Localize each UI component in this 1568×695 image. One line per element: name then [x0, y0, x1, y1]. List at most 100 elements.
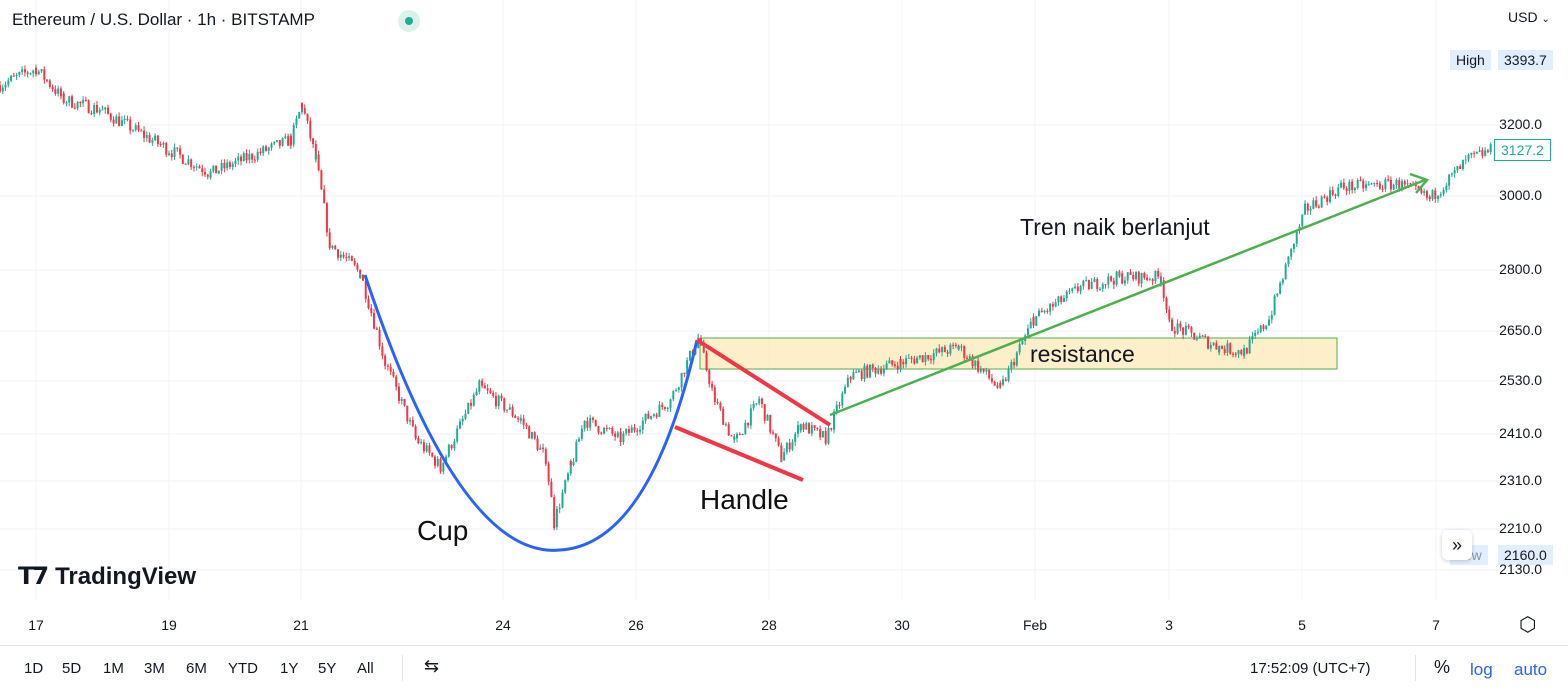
candle-body [583, 420, 586, 424]
candle-body [702, 342, 705, 353]
candle-body [195, 166, 198, 168]
candle-body [1459, 166, 1462, 169]
timeframe-ytd[interactable]: YTD [228, 660, 258, 677]
candle-body [154, 135, 157, 141]
candle-body [528, 426, 531, 439]
currency-selector[interactable]: USD ⌄ [1508, 9, 1550, 25]
candle-body [553, 527, 556, 529]
candle-body [82, 100, 85, 104]
candle-body [924, 355, 927, 362]
candle-body [328, 238, 331, 248]
candle-body [1137, 271, 1140, 284]
candle-body [1301, 214, 1304, 227]
candle-body [1373, 183, 1376, 185]
candle-body [747, 422, 750, 426]
candle-body [988, 369, 991, 379]
symbol-title[interactable]: Ethereum / U.S. Dollar · 1h · BITSTAMP [12, 10, 315, 29]
candle-body [73, 107, 76, 109]
candle-body [248, 153, 251, 161]
cup-label[interactable]: Cup [417, 515, 469, 546]
resistance-label[interactable]: resistance [1030, 341, 1135, 367]
candle-body [1135, 271, 1138, 280]
candle-body [59, 88, 62, 97]
clock[interactable]: 17:52:09 (UTC+7) [1250, 660, 1371, 677]
candle-body [1087, 280, 1090, 289]
candle-body [578, 438, 581, 442]
candle-body [428, 445, 431, 453]
settings-hexagon-icon[interactable]: ⬡ [1519, 614, 1537, 636]
candle-body [869, 364, 872, 378]
candle-body [1107, 276, 1110, 285]
log-toggle[interactable]: log [1470, 660, 1493, 679]
timeframe-1m[interactable]: 1M [103, 660, 124, 677]
trend-label[interactable]: Tren naik berlanjut [1020, 214, 1210, 240]
candle-body [1268, 319, 1271, 324]
candle-body [866, 365, 869, 378]
candle-body [652, 414, 655, 417]
candle-body [1096, 279, 1099, 290]
auto-toggle[interactable]: auto [1514, 660, 1548, 679]
candle-body [179, 148, 182, 155]
candle-body [4, 84, 7, 88]
cup-curve[interactable] [363, 274, 699, 552]
candle-body [145, 135, 148, 138]
candle-body [126, 118, 129, 120]
candle-body [1218, 346, 1221, 353]
candle-body [453, 441, 456, 449]
candle-body [112, 119, 115, 124]
candle-body [893, 364, 896, 366]
candle-body [802, 424, 805, 430]
timeframe-5d[interactable]: 5D [62, 660, 82, 677]
candle-body [1340, 182, 1343, 186]
candle-body [400, 399, 403, 401]
candle-body [143, 130, 146, 138]
candle-body [134, 125, 137, 131]
candle-body [323, 189, 326, 204]
trend-arrow-line[interactable] [829, 178, 1426, 417]
candle-body [755, 403, 758, 405]
candle-body [209, 171, 212, 178]
candle-body [647, 413, 650, 419]
price-chart[interactable] [0, 0, 1500, 645]
candle-body [54, 89, 57, 94]
handle-lower-line[interactable] [674, 425, 804, 482]
candle-body [35, 67, 37, 75]
candle-body [1290, 248, 1293, 255]
handle-label[interactable]: Handle [700, 484, 789, 515]
candle-body [730, 435, 733, 437]
candle-body [830, 428, 833, 430]
candle-body [722, 408, 725, 425]
timeframe-6m[interactable]: 6M [186, 660, 207, 677]
candle-body [237, 156, 240, 161]
timeframe-1d[interactable]: 1D [24, 660, 44, 677]
candle-body [273, 141, 276, 144]
candle-body [90, 113, 93, 115]
candle-body [220, 162, 223, 171]
candle-body [882, 368, 885, 374]
candle-body [586, 420, 589, 428]
candle-body [569, 461, 572, 474]
timeframe-5y[interactable]: 5Y [318, 660, 337, 677]
handle-upper-line[interactable] [695, 338, 832, 427]
candle-body [1328, 190, 1331, 202]
market-status-icon[interactable] [398, 10, 420, 32]
candle-body [1051, 303, 1054, 307]
timeframe-1y[interactable]: 1Y [280, 660, 299, 677]
candle-body [544, 451, 547, 464]
timeframe-3m[interactable]: 3M [144, 660, 165, 677]
candle-body [1082, 280, 1085, 287]
percent-toggle[interactable]: % [1434, 657, 1451, 677]
candle-body [420, 442, 423, 444]
candle-body [500, 395, 503, 399]
candle-body [519, 418, 522, 420]
candle-body [7, 80, 10, 85]
tradingview-logo[interactable]: 𝗧𝟳 TradingView [18, 562, 196, 591]
candle-body [644, 413, 647, 421]
candle-body [724, 424, 727, 426]
date-range-icon[interactable]: ⇆ [424, 656, 440, 676]
candle-body [1378, 183, 1381, 189]
scroll-to-realtime-button[interactable]: » [1442, 530, 1472, 560]
candle-body [880, 369, 883, 374]
timeframe-all[interactable]: All [357, 660, 374, 677]
candle-body [1060, 296, 1063, 302]
